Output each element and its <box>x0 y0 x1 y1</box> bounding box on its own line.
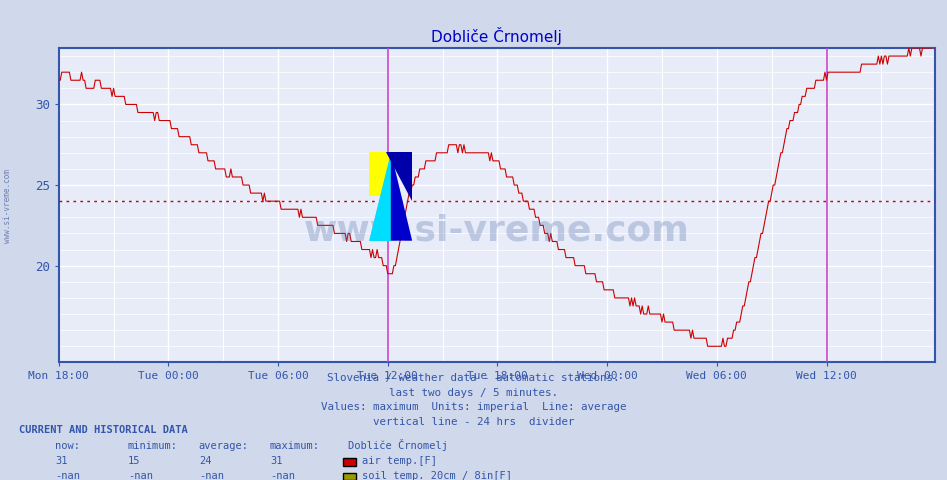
Text: -nan: -nan <box>270 470 295 480</box>
Text: Slovenia / weather data - automatic stations.: Slovenia / weather data - automatic stat… <box>328 373 619 384</box>
Text: average:: average: <box>199 441 249 451</box>
Text: 24: 24 <box>199 456 211 466</box>
Text: 15: 15 <box>128 456 140 466</box>
Text: 31: 31 <box>55 456 67 466</box>
Text: air temp.[F]: air temp.[F] <box>362 456 437 466</box>
Text: CURRENT AND HISTORICAL DATA: CURRENT AND HISTORICAL DATA <box>19 425 188 435</box>
Text: www.si-vreme.com: www.si-vreme.com <box>304 213 689 247</box>
Title: Dobliče Črnomelj: Dobliče Črnomelj <box>431 27 563 46</box>
Text: now:: now: <box>55 441 80 451</box>
Text: minimum:: minimum: <box>128 441 178 451</box>
Text: maximum:: maximum: <box>270 441 320 451</box>
Polygon shape <box>369 152 391 240</box>
Polygon shape <box>391 152 412 240</box>
Text: Dobliče Črnomelj: Dobliče Črnomelj <box>348 439 449 451</box>
Bar <box>369 152 391 196</box>
Text: 31: 31 <box>270 456 282 466</box>
Polygon shape <box>385 152 412 201</box>
Text: -nan: -nan <box>199 470 223 480</box>
Text: www.si-vreme.com: www.si-vreme.com <box>3 169 12 243</box>
Text: Values: maximum  Units: imperial  Line: average: Values: maximum Units: imperial Line: av… <box>321 402 626 412</box>
Text: -nan: -nan <box>55 470 80 480</box>
Text: last two days / 5 minutes.: last two days / 5 minutes. <box>389 388 558 398</box>
Text: -nan: -nan <box>128 470 152 480</box>
Text: soil temp. 20cm / 8in[F]: soil temp. 20cm / 8in[F] <box>362 470 511 480</box>
Text: vertical line - 24 hrs  divider: vertical line - 24 hrs divider <box>373 417 574 427</box>
